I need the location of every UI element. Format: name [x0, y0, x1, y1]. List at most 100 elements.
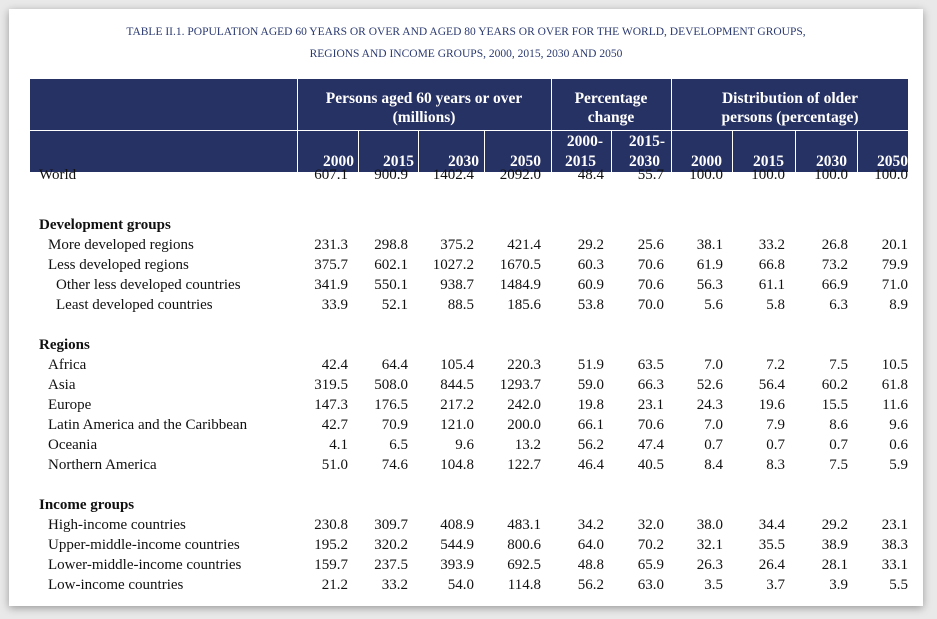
- table-cell: 8.9: [889, 297, 908, 313]
- header-persons-aged-60: Persons aged 60 years or over (millions): [298, 89, 550, 127]
- table-cell: 421.4: [507, 237, 541, 253]
- table-row: Lower-middle-income countries 159.7 237.5 3…: [30, 555, 908, 575]
- table-cell: 550.1: [374, 277, 408, 293]
- row-label: World: [39, 167, 77, 183]
- table-cell: 47.4: [637, 437, 664, 453]
- group-heading: Income groups: [39, 497, 135, 513]
- group-heading-row: Development groups: [30, 215, 908, 235]
- table-cell: 52.6: [696, 377, 723, 393]
- table-title-line-1: TABLE II.1. POPULATION AGED 60 YEARS OR …: [126, 26, 806, 38]
- table-title: TABLE II.1. POPULATION AGED 60 YEARS OR …: [9, 21, 923, 65]
- header-dist-year: 2030: [816, 153, 847, 170]
- table-cell: 122.7: [507, 457, 541, 473]
- header-divider: [671, 79, 672, 172]
- table-cell: 13.2: [514, 437, 541, 453]
- table-cell: 79.9: [881, 257, 908, 273]
- header-dist-year: 2015: [753, 153, 784, 170]
- table-cell: 0.7: [766, 437, 785, 453]
- table-cell: 602.1: [374, 257, 408, 273]
- table-row: Latin America and the Caribbean 42.7 70.9 1…: [30, 415, 908, 435]
- table-cell: 1670.5: [499, 257, 541, 273]
- table-cell: 1293.7: [499, 377, 541, 393]
- table-cell: 19.8: [577, 397, 604, 413]
- table-cell: 29.2: [577, 237, 604, 253]
- table-cell: 220.3: [507, 357, 541, 373]
- table-cell: 73.2: [821, 257, 848, 273]
- header-divider: [551, 79, 552, 172]
- table-cell: 100.0: [874, 167, 908, 183]
- table-cell: 3.7: [766, 577, 785, 593]
- table-cell: 0.6: [889, 437, 908, 453]
- table-cell: 8.4: [704, 457, 723, 473]
- table-cell: 38.0: [696, 517, 723, 533]
- table-cell: 844.5: [440, 377, 474, 393]
- header-pc-end: 2030: [629, 153, 660, 170]
- header-divider: [418, 130, 419, 172]
- table-cell: 61.8: [881, 377, 908, 393]
- header-pc-line1: Percentage: [574, 90, 648, 107]
- table-row: Less developed regions 375.7 602.1 1027.2 16…: [30, 255, 908, 275]
- group-heading-row: Regions: [30, 335, 908, 355]
- table-cell: 60.9: [577, 277, 604, 293]
- header-dist-line1: Distribution of older: [721, 90, 859, 107]
- table-cell: 100.0: [751, 167, 785, 183]
- table-cell: 33.2: [758, 237, 785, 253]
- table-cell: 1484.9: [499, 277, 541, 293]
- table-cell: 33.9: [321, 297, 348, 313]
- table-cell: 56.2: [577, 577, 604, 593]
- table-cell: 53.8: [577, 297, 604, 313]
- table-cell: 159.7: [314, 557, 348, 573]
- table-cell: 319.5: [314, 377, 348, 393]
- table-cell: 34.4: [758, 517, 785, 533]
- table-cell: 231.3: [314, 237, 348, 253]
- table-cell: 66.1: [577, 417, 604, 433]
- header-rule: [30, 130, 908, 131]
- table-cell: 33.1: [881, 557, 908, 573]
- table-row: Upper-middle-income countries 195.2 320.2 5…: [30, 535, 908, 555]
- header-divider: [857, 130, 858, 172]
- table-cell: 56.3: [696, 277, 723, 293]
- table-cell: 7.0: [704, 357, 723, 373]
- header-distribution: Distribution of older persons (percentag…: [672, 89, 908, 127]
- header-divider: [297, 79, 298, 172]
- header-dist-year: 2000: [691, 153, 722, 170]
- row-label: More developed regions: [48, 237, 194, 253]
- table-cell: 21.2: [321, 577, 348, 593]
- table-cell: 19.6: [758, 397, 785, 413]
- header-year: 2050: [510, 153, 541, 170]
- group-heading: Development groups: [39, 217, 171, 233]
- header-pc-end: 2015: [565, 153, 596, 170]
- table-cell: 61.1: [758, 277, 785, 293]
- table-cell: 29.2: [821, 517, 848, 533]
- row-label: Oceania: [48, 437, 98, 453]
- row-label: Other less developed countries: [56, 277, 241, 293]
- header-dist-year: 2050: [877, 153, 908, 170]
- table-cell: 61.9: [696, 257, 723, 273]
- table-cell: 5.9: [889, 457, 908, 473]
- row-label: High-income countries: [48, 517, 186, 533]
- table-cell: 6.5: [389, 437, 408, 453]
- table-cell: 100.0: [689, 167, 723, 183]
- table-cell: 23.1: [881, 517, 908, 533]
- table-cell: 28.1: [821, 557, 848, 573]
- table-cell: 176.5: [374, 397, 408, 413]
- table-cell: 8.6: [829, 417, 848, 433]
- table-cell: 0.7: [829, 437, 848, 453]
- table-cell: 38.3: [881, 537, 908, 553]
- header-divider: [732, 130, 733, 172]
- table-header: Persons aged 60 years or over (millions)…: [30, 79, 908, 172]
- table-cell: 237.5: [374, 557, 408, 573]
- table-cell: 5.8: [766, 297, 785, 313]
- table-cell: 4.1: [329, 437, 348, 453]
- table-cell: 11.6: [882, 397, 908, 413]
- table-cell: 26.3: [696, 557, 723, 573]
- table-cell: 66.8: [758, 257, 785, 273]
- table-cell: 483.1: [507, 517, 541, 533]
- table-cell: 800.6: [507, 537, 541, 553]
- table-row: Low-income countries 21.2 33.2 54.0 114.8 56.…: [30, 575, 908, 595]
- table-cell: 25.6: [637, 237, 664, 253]
- row-label: Latin America and the Caribbean: [48, 417, 248, 433]
- table-cell: 20.1: [881, 237, 908, 253]
- table-row: Other less developed countries 341.9 550.1…: [30, 275, 908, 295]
- table-cell: 56.4: [758, 377, 785, 393]
